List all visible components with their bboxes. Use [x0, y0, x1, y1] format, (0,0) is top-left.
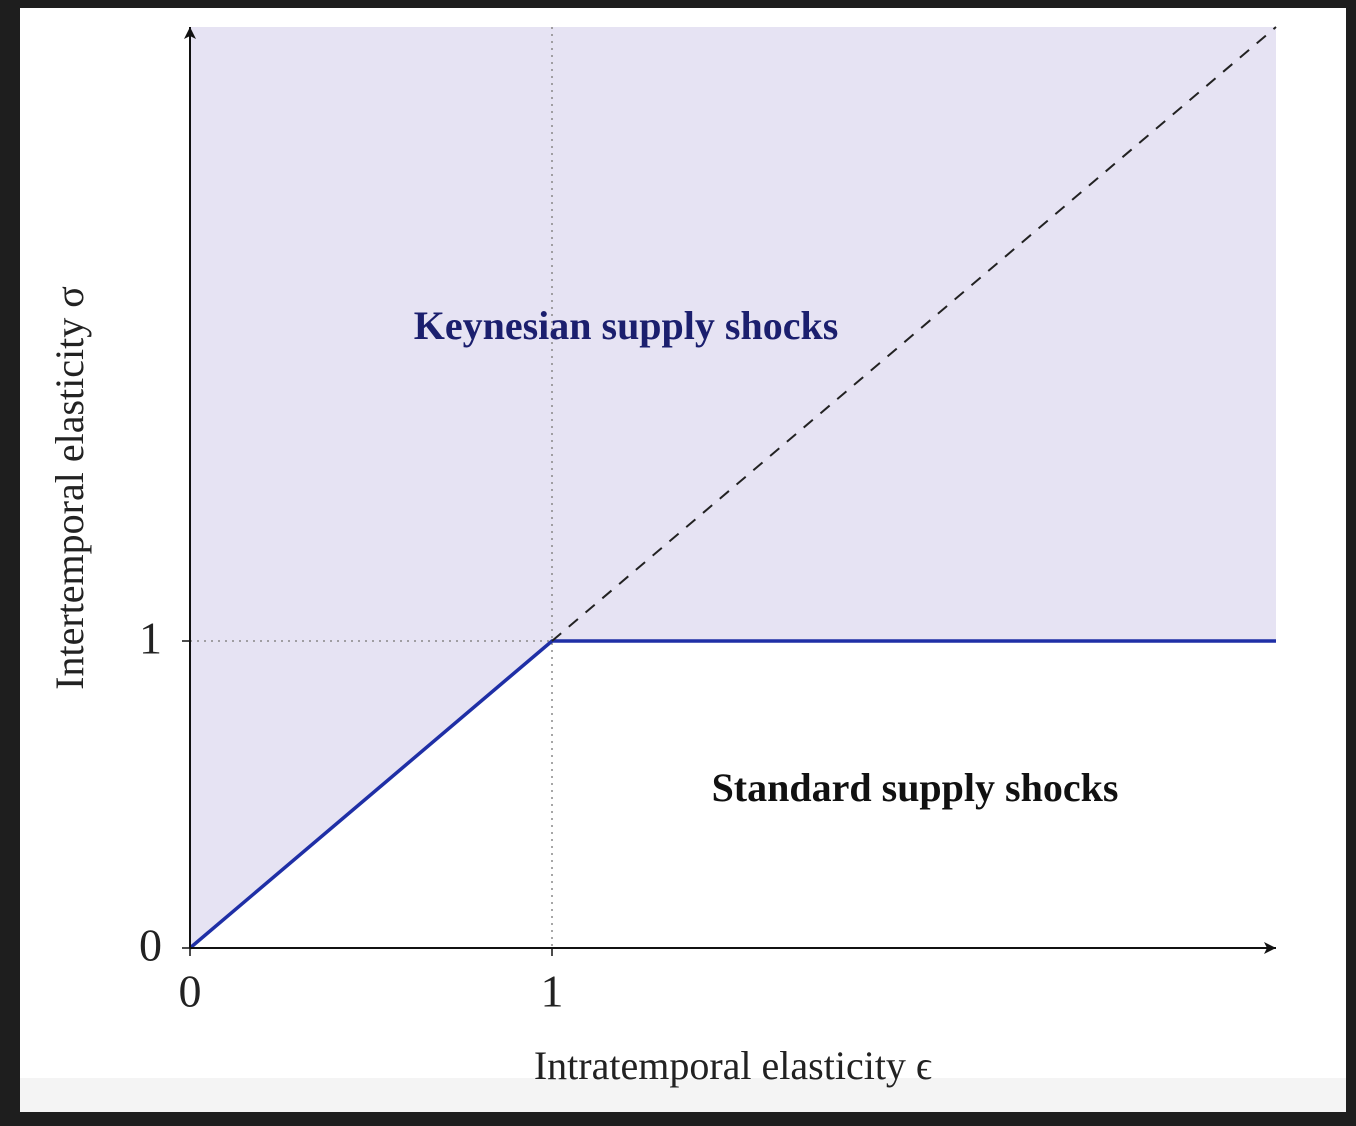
x-axis-arrow	[1264, 942, 1276, 954]
footer-strip	[20, 1078, 1346, 1112]
x-axis-label: Intratemporal elasticity ϵ	[534, 1043, 932, 1088]
annotation: Keynesian supply shocks	[414, 303, 839, 348]
y-axis-arrow	[184, 27, 196, 39]
x-tick-label: 1	[541, 966, 564, 1017]
series-line	[551, 26, 1277, 642]
plot: 0 1 0 1 Keynesian supply shocks Standard supp…	[139, 26, 1277, 1017]
y-tick-label: 0	[139, 920, 162, 971]
x-tick-label: 0	[179, 966, 202, 1017]
annotation: Standard supply shocks	[712, 765, 1119, 810]
y-tick-label: 1	[139, 613, 162, 664]
y-axis-label: Intertemporal elasticity σ	[47, 286, 92, 690]
